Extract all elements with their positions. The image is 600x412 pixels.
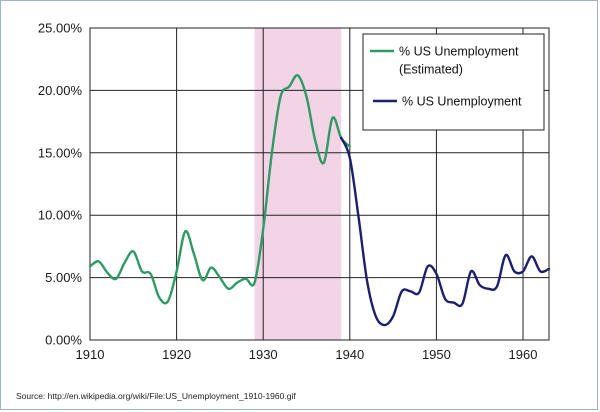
x-tick-label: 1940 bbox=[335, 347, 364, 362]
y-tick-label: 10.00% bbox=[38, 208, 83, 223]
y-tick-label: 25.00% bbox=[38, 21, 83, 36]
legend-label: % US Unemployment bbox=[402, 95, 522, 109]
legend-label: (Estimated) bbox=[399, 63, 463, 77]
x-tick-label: 1960 bbox=[509, 347, 538, 362]
x-tick-label: 1950 bbox=[422, 347, 451, 362]
x-tick-label: 1910 bbox=[76, 347, 105, 362]
y-tick-label: 0.00% bbox=[45, 333, 82, 348]
y-tick-label: 15.00% bbox=[38, 145, 83, 160]
legend-label: % US Unemployment bbox=[399, 45, 519, 59]
series-line-estimated bbox=[88, 74, 352, 305]
x-tick-label: 1920 bbox=[162, 347, 191, 362]
series-line-actual bbox=[339, 136, 551, 327]
plot-area-border bbox=[89, 27, 550, 341]
x-tick-label: 1930 bbox=[249, 347, 278, 362]
y-tick-label: 5.00% bbox=[45, 270, 82, 285]
y-tick-label: 20.00% bbox=[38, 83, 83, 98]
source-note: Source: http://en.wikipedia.org/wiki/Fil… bbox=[16, 391, 296, 401]
